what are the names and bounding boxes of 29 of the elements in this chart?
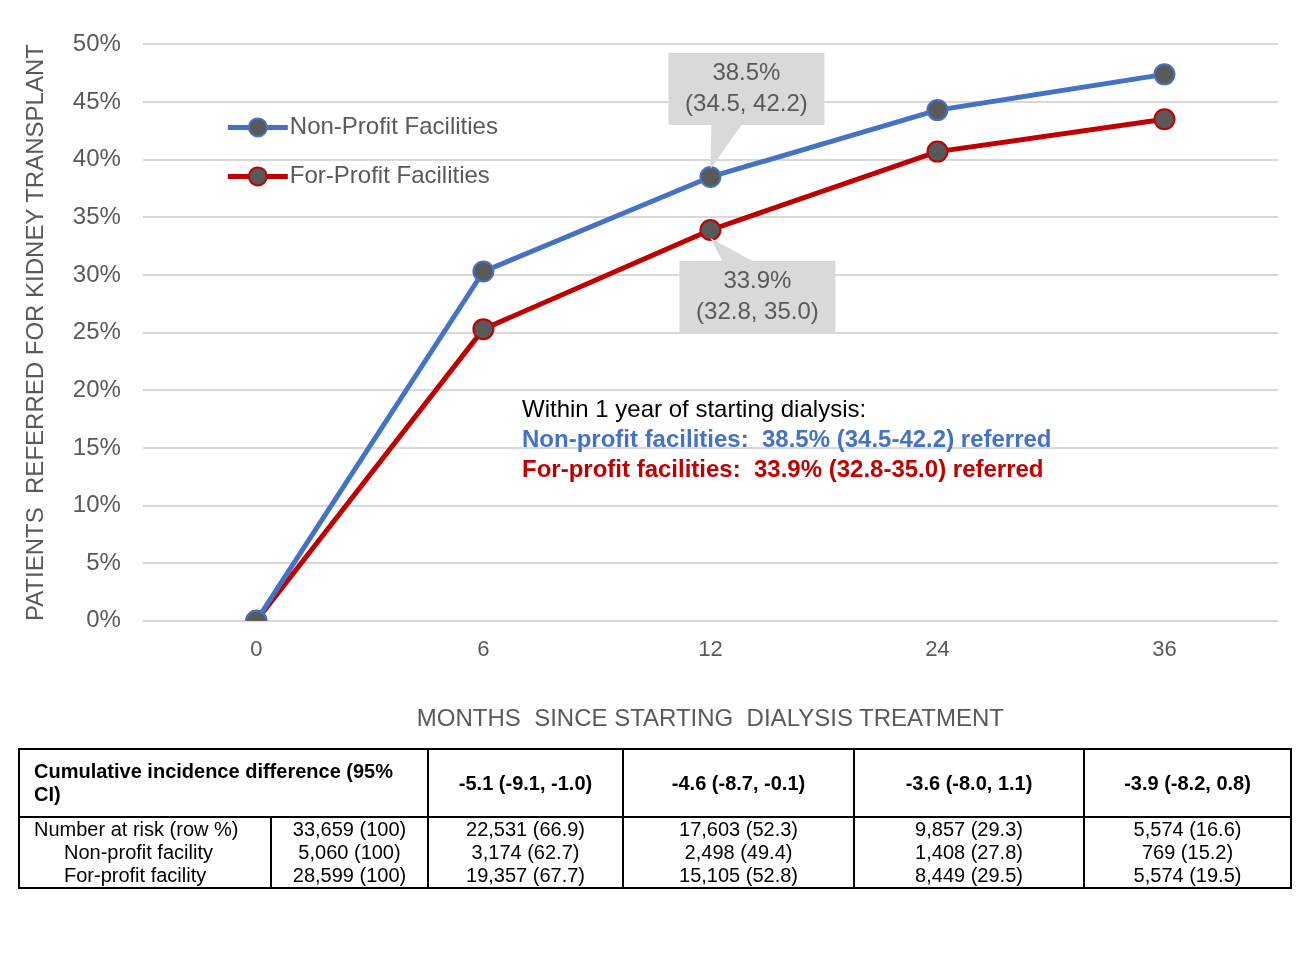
y-tick-label: 20% xyxy=(72,374,121,402)
x-tick-label: 12 xyxy=(698,636,723,662)
y-tick-label: 0% xyxy=(86,605,121,633)
legend-label: For-Profit Facilities xyxy=(289,161,490,189)
text: Cumulative incidence difference (95% CI) -5.1 (-9.1, -1.0) -4.6 (-8.7, -0.1) -3.6 (-8.0, 1.1) -3.9 (-8.2, 0.8) xyxy=(34,760,1251,805)
annotation: 38.5% (34.5, 42.2) xyxy=(685,58,808,117)
y-tick-label: 25% xyxy=(72,317,121,345)
x-axis-title: MONTHS SINCE STARTING DIALYSIS TREATMENT xyxy=(416,704,1005,732)
x-tick-label: 6 xyxy=(477,636,490,662)
legend-label: Non-Profit Facilities xyxy=(289,112,498,140)
x-tick-label: 24 xyxy=(925,636,950,662)
y-tick-label: 5% xyxy=(86,547,121,575)
text: Number at risk (row %) 33,659 (100) 22,531 (66.9) 17,603 (52.3) 9,857 (29.3) 5,574 (16.6) xyxy=(34,818,1242,840)
x-tick-label: 0 xyxy=(250,636,263,662)
annotation: For-profit facilities: 33.9% (32.8-35.0) referred xyxy=(522,454,1044,482)
y-tick-label: 35% xyxy=(72,201,121,229)
annotation: Within 1 year of starting dialysis: xyxy=(522,394,867,422)
x-tick-label: 36 xyxy=(1152,636,1177,662)
annotation: Non-profit facilities: 38.5% (34.5-42.2) referred xyxy=(522,424,1052,452)
y-tick-label: 10% xyxy=(72,490,121,518)
y-axis-title: PATIENTS REFERRED FOR KIDNEY TRANSPLANT xyxy=(21,43,49,622)
text: Non-profit facility 5,060 (100) 3,174 (62.7) 2,498 (49.4) 1,408 (27.8) 769 (15.2) xyxy=(64,841,1234,863)
text: For-profit facility 28,599 (100) 19,357 (67.7) 15,105 (52.8) 8,449 (29.5) 5,574 (19.5) xyxy=(64,864,1242,886)
y-tick-label: 50% xyxy=(72,29,121,57)
y-tick-label: 30% xyxy=(72,259,121,287)
y-tick-label: 40% xyxy=(72,144,121,172)
y-tick-label: 45% xyxy=(72,86,121,114)
y-tick-label: 15% xyxy=(72,432,121,460)
annotation: 33.9% (32.8, 35.0) xyxy=(696,266,819,325)
